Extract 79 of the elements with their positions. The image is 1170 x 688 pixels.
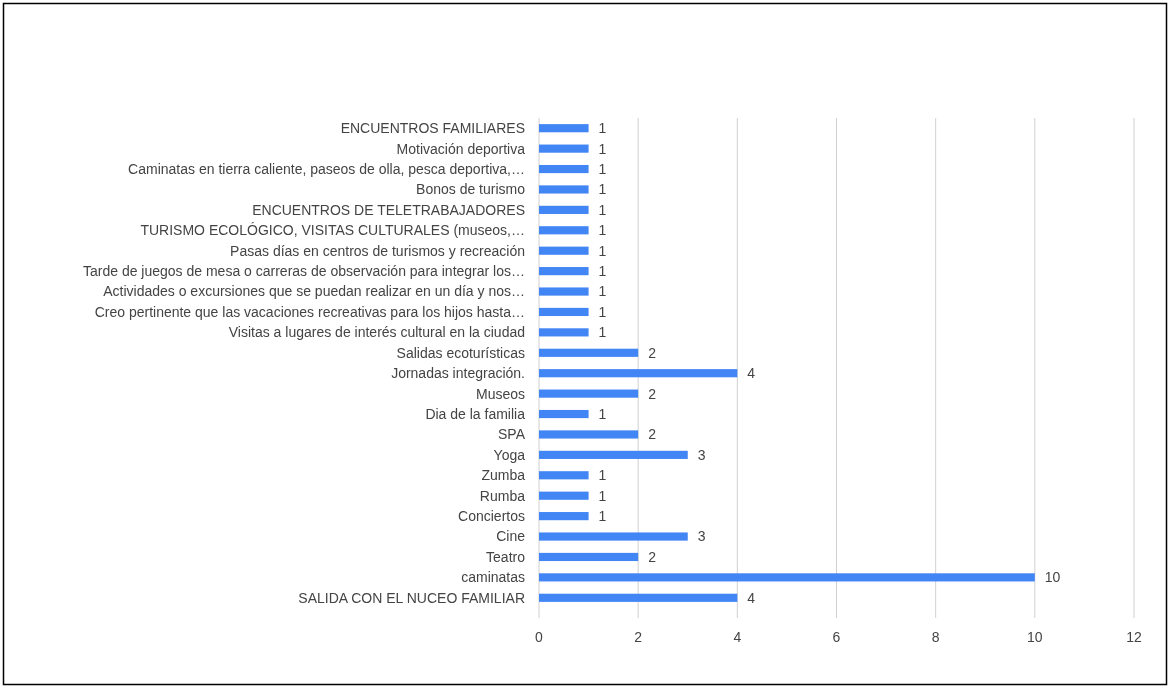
y-tick-label: Motivación deportiva [396,140,526,157]
bar [539,450,688,459]
bar [539,409,589,419]
y-tick-label: Pasas días en centros de turismos y recreación [230,242,525,259]
y-tick-label: TURISMO ECOLÓGICO, VISITAS CULTURALES (museos,… [140,222,525,239]
x-tick-label: 4 [733,629,742,645]
data-label: 4 [747,589,756,606]
data-label: 1 [598,201,607,218]
data-label: 1 [598,242,607,259]
bar [539,430,639,439]
data-label: 3 [697,446,706,463]
y-tick-label: Actividades o excursiones que se puedan realizar en un día y nos… [103,283,525,300]
data-label: 1 [598,508,607,525]
data-label: 1 [598,283,607,300]
data-label: 3 [697,528,706,545]
data-label: 1 [598,140,607,157]
data-label: 4 [747,365,756,382]
y-tick-label: Jornadas integración. [391,365,525,382]
y-tick-label: ENCUENTROS DE TELETRABAJADORES [252,201,525,218]
y-tick-label: Salidas ecoturísticas [396,344,525,361]
data-label: 1 [598,303,607,320]
data-label: 2 [648,344,657,361]
bar [539,164,589,174]
bar [539,573,1035,582]
x-tick-label: 12 [1126,629,1142,645]
data-label: 1 [598,324,607,341]
data-label: 2 [648,426,657,443]
bar [539,144,589,153]
y-tick-label: Tarde de juegos de mesa o carreras de observación para integrar los… [82,263,525,280]
y-tick-label: ENCUENTROS FAMILIARES [340,120,525,137]
data-label: 2 [648,385,657,402]
x-tick-label: 0 [535,629,544,645]
bar [539,185,589,194]
bar [539,246,589,255]
bar [539,205,589,214]
x-tick-label: 2 [634,629,643,645]
x-tick-label: 6 [832,629,841,645]
y-tick-label: SALIDA CON EL NUCEO FAMILIAR [298,589,525,606]
y-tick-label: Teatro [486,548,526,565]
y-tick-label: Dia de la familia [425,405,526,422]
bar [539,307,589,317]
data-label: 1 [598,181,607,198]
y-tick-label: Rumba [479,487,526,504]
bar [539,369,738,378]
bar [539,267,589,276]
y-tick-label: Caminatas en tierra caliente, paseos de olla, pesca deportiva,… [128,160,525,177]
bar [539,552,639,562]
bar [539,471,589,480]
bar [539,348,639,357]
y-tick-label: Yoga [493,446,526,463]
data-label: 1 [598,263,607,280]
y-tick-label: caminatas [461,569,525,586]
bar [539,512,589,521]
bar [539,287,589,296]
x-tick-label: 8 [931,629,940,645]
bar [539,328,589,337]
bar [539,389,639,398]
bar [539,226,589,235]
data-label: 1 [598,467,607,484]
bar [539,593,738,602]
y-tick-label: Museos [475,385,525,402]
y-tick-label: Creo pertinente que las vacaciones recreativas para los hijos hasta… [94,303,525,320]
y-tick-label: SPA [498,426,526,443]
data-label: 1 [598,120,607,137]
y-tick-label: Bonos de turismo [416,181,526,198]
data-label: 1 [598,487,607,504]
data-label: 1 [598,405,607,422]
x-tick-label: 10 [1027,629,1043,645]
y-tick-label: Visitas a lugares de interés cultural en la ciudad [228,324,525,341]
bar [539,491,589,500]
y-tick-label: Conciertos [458,508,525,525]
y-tick-label: Zumba [481,467,526,484]
data-label: 10 [1044,569,1061,586]
data-label: 2 [648,548,657,565]
data-label: 1 [598,160,607,177]
bar [539,124,589,133]
bar [539,532,688,541]
data-label: 1 [598,222,607,239]
y-tick-label: Cine [496,528,526,545]
